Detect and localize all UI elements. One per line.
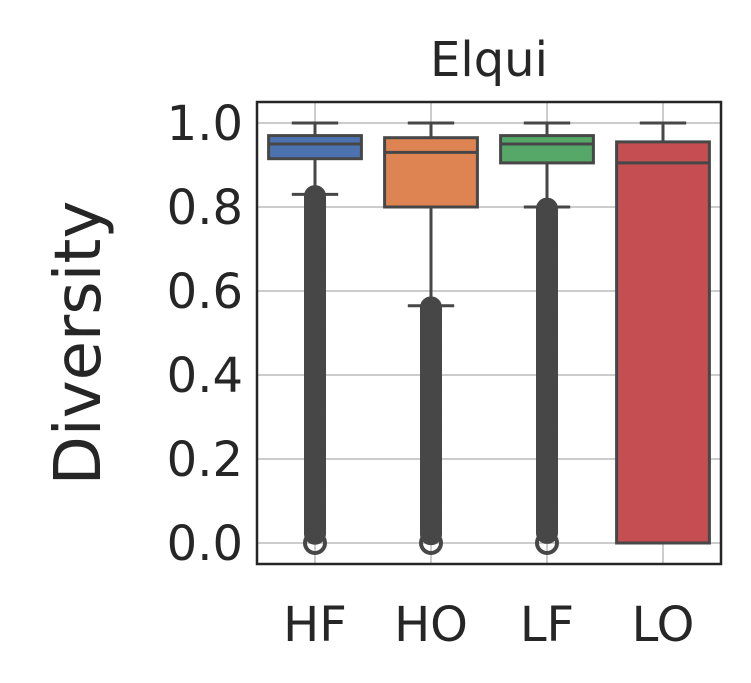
x-tick-label: LO	[632, 597, 695, 653]
outlier-point	[304, 522, 326, 545]
y-tick-label: 0.2	[167, 432, 243, 488]
plot-frame	[255, 100, 723, 566]
box-lo	[615, 140, 711, 545]
x-tick-label: LF	[520, 597, 574, 653]
y-tick-label: 0.6	[167, 264, 243, 320]
box-lf	[499, 134, 595, 165]
outlier-point	[303, 531, 327, 555]
outlier-point	[419, 531, 443, 555]
x-tick-label: HO	[394, 597, 468, 653]
chart-title: Elqui	[430, 32, 548, 88]
y-tick-label: 1.0	[167, 96, 243, 152]
outlier-point	[420, 523, 442, 546]
plot-area: 0.0 0.2 0.4 0.6 0.8 1.0 HF HO LF LO	[167, 96, 723, 653]
y-tick-label: 0.8	[167, 180, 243, 236]
y-tick-label: 0.4	[167, 348, 243, 404]
y-axis-label: Diversity	[42, 201, 116, 486]
outlier-point	[535, 531, 559, 555]
box-ho	[383, 136, 479, 209]
y-tick-label: 0.0	[167, 516, 243, 572]
box-hf	[267, 134, 363, 161]
outlier-point	[536, 521, 558, 544]
x-tick-label: HF	[283, 597, 347, 653]
